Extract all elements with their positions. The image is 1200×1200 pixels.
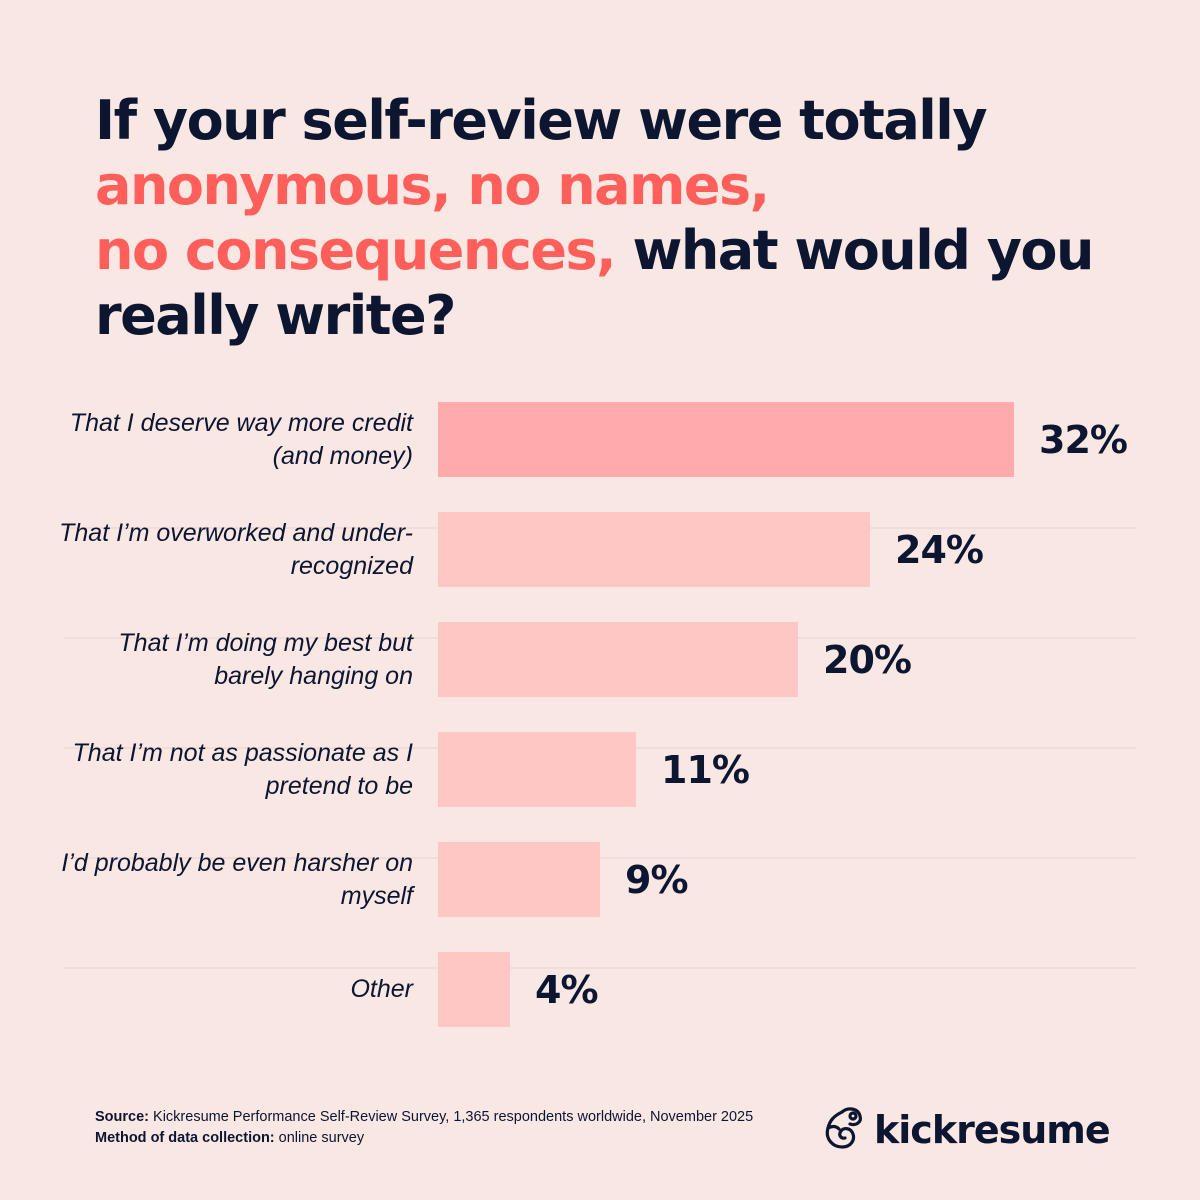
chart-row: Other 4% — [64, 952, 1136, 1062]
chart-row: I’d probably be even harsher on myself 9% — [61, 842, 1136, 969]
category-label: That I’m doing my best but barely hangin… — [118, 628, 413, 690]
chart-title: If your self-review were totally anonymo… — [95, 88, 1135, 348]
chart-row: That I deserve way more credit (and mone… — [64, 402, 1136, 529]
bar-chart: That I deserve way more credit (and mone… — [59, 402, 1136, 1062]
chameleon-logo-icon — [822, 1104, 864, 1155]
value-label: 11% — [661, 747, 750, 792]
title-part-4: what would you really write? — [95, 219, 1094, 347]
source-text: Kickresume Performance Self-Review Surve… — [153, 1109, 754, 1125]
footer-notes: Source: Kickresume Performance Self-Revi… — [95, 1107, 753, 1149]
bar — [438, 952, 510, 1027]
title-accent-1: anonymous, no names, — [95, 154, 770, 217]
bar — [438, 622, 798, 697]
method-label: Method of data collection: — [95, 1130, 275, 1146]
brand-name: kickresume — [874, 1107, 1111, 1152]
category-label: That I deserve way more credit (and mone… — [69, 408, 413, 470]
source-line: Source: Kickresume Performance Self-Revi… — [95, 1107, 753, 1128]
title-accent-2: no consequences, — [95, 219, 617, 282]
value-label: 32% — [1039, 417, 1128, 462]
method-line: Method of data collection: online survey — [95, 1128, 753, 1149]
bar — [438, 512, 870, 587]
chart-row: That I’m doing my best but barely hangin… — [64, 622, 1136, 749]
bar — [438, 842, 600, 917]
value-label: 20% — [823, 637, 912, 682]
row-divider — [64, 857, 1136, 859]
brand-logo: kickresume — [822, 1104, 1111, 1155]
row-divider — [64, 967, 1136, 969]
value-label: 24% — [895, 527, 984, 572]
chart-row: That I’m not as passionate as I pretend … — [64, 732, 1136, 859]
category-label: I’d probably be even harsher on myself — [61, 848, 413, 910]
category-label: Other — [350, 975, 413, 1003]
bar — [438, 402, 1014, 477]
value-label: 4% — [535, 967, 599, 1012]
category-label: That I’m not as passionate as I pretend … — [72, 738, 413, 800]
method-text: online survey — [278, 1130, 365, 1146]
chart-row: That I’m overworked and under-recognized… — [59, 512, 1136, 639]
title-part-1: If your self-review were totally — [95, 89, 988, 152]
value-label: 9% — [625, 857, 689, 902]
bar — [438, 732, 636, 807]
source-label: Source: — [95, 1109, 149, 1125]
category-label: That I’m overworked and under-recognized — [59, 518, 413, 580]
